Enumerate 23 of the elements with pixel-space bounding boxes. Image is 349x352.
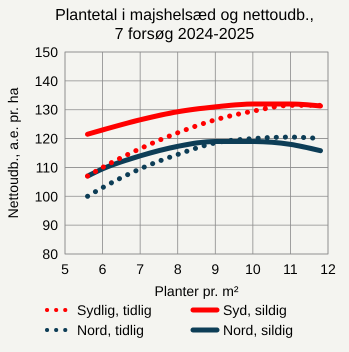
y-tick-label: 120: [34, 130, 58, 147]
y-tick-label: 110: [36, 159, 58, 176]
y-tick-label: 140: [34, 72, 58, 89]
x-tick-label: 7: [136, 261, 144, 277]
chart-title: Plantetal i majshelsæd og nettoudb., 7 forsøg 2024-2025: [55, 7, 314, 43]
legend-label: Syd, sildig: [223, 302, 287, 318]
y-tick-label: 80: [42, 246, 58, 262]
x-tick-label: 11: [283, 261, 298, 277]
y-tick-label: 150: [34, 44, 58, 60]
y-tick-label: 130: [34, 102, 58, 118]
y-axis-title: Nettoudb., a.e. pr. ha: [5, 87, 21, 218]
legend-label: Nord, tidlig: [77, 322, 144, 338]
legend-label: Nord, sildig: [223, 322, 294, 338]
x-tick-label: 6: [98, 261, 107, 277]
x-tick-label: 8: [174, 261, 182, 277]
legend-label: Sydlig, tidlig: [77, 302, 152, 318]
y-tick-label: 100: [34, 188, 58, 204]
x-tick-label: 9: [211, 261, 220, 277]
x-tick-label: 12: [320, 261, 336, 277]
x-axis-title: Planter pr. m²: [154, 283, 239, 299]
x-tick-label: 5: [61, 261, 70, 277]
y-tick-label: 90: [42, 217, 58, 234]
x-tick-label: 10: [245, 261, 261, 277]
